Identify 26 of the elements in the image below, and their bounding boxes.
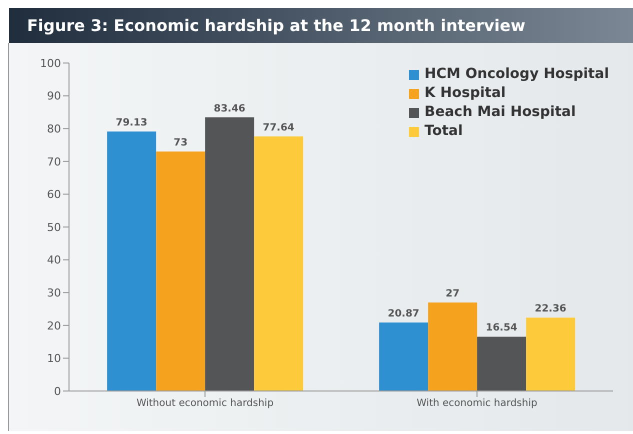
- legend-label: HCM Oncology Hospital: [424, 65, 609, 84]
- data-label: 77.64: [262, 122, 294, 134]
- y-tick-label: 100: [40, 56, 61, 70]
- data-label: 16.54: [486, 322, 518, 334]
- legend-label: K Hospital: [424, 84, 506, 103]
- y-tick-label: 10: [47, 352, 61, 366]
- y-tick-label: 70: [47, 155, 61, 168]
- data-label: 20.87: [388, 308, 420, 320]
- data-label: 79.13: [116, 117, 148, 128]
- y-tick-label: 80: [47, 122, 61, 136]
- x-tick-label: Without economic hardship: [136, 398, 274, 410]
- y-tick-label: 40: [47, 254, 61, 267]
- data-label: 83.46: [214, 103, 246, 114]
- chart-title: Figure 3: Economic hardship at the 12 month interview: [9, 8, 633, 43]
- data-label: 27: [446, 288, 460, 300]
- data-label: 73: [174, 138, 188, 149]
- data-label: 22.36: [534, 304, 566, 315]
- y-tick-label: 20: [47, 319, 61, 332]
- y-tick-label: 50: [47, 220, 61, 234]
- x-tick-label: With economic hardship: [416, 398, 538, 410]
- y-tick-label: 90: [47, 90, 61, 103]
- legend-label: Beach Mai Hospital: [424, 103, 576, 122]
- y-tick-label: 30: [47, 286, 61, 300]
- y-tick-label: 0: [54, 384, 61, 398]
- y-tick-label: 60: [47, 188, 61, 202]
- legend-label: Total: [424, 122, 463, 141]
